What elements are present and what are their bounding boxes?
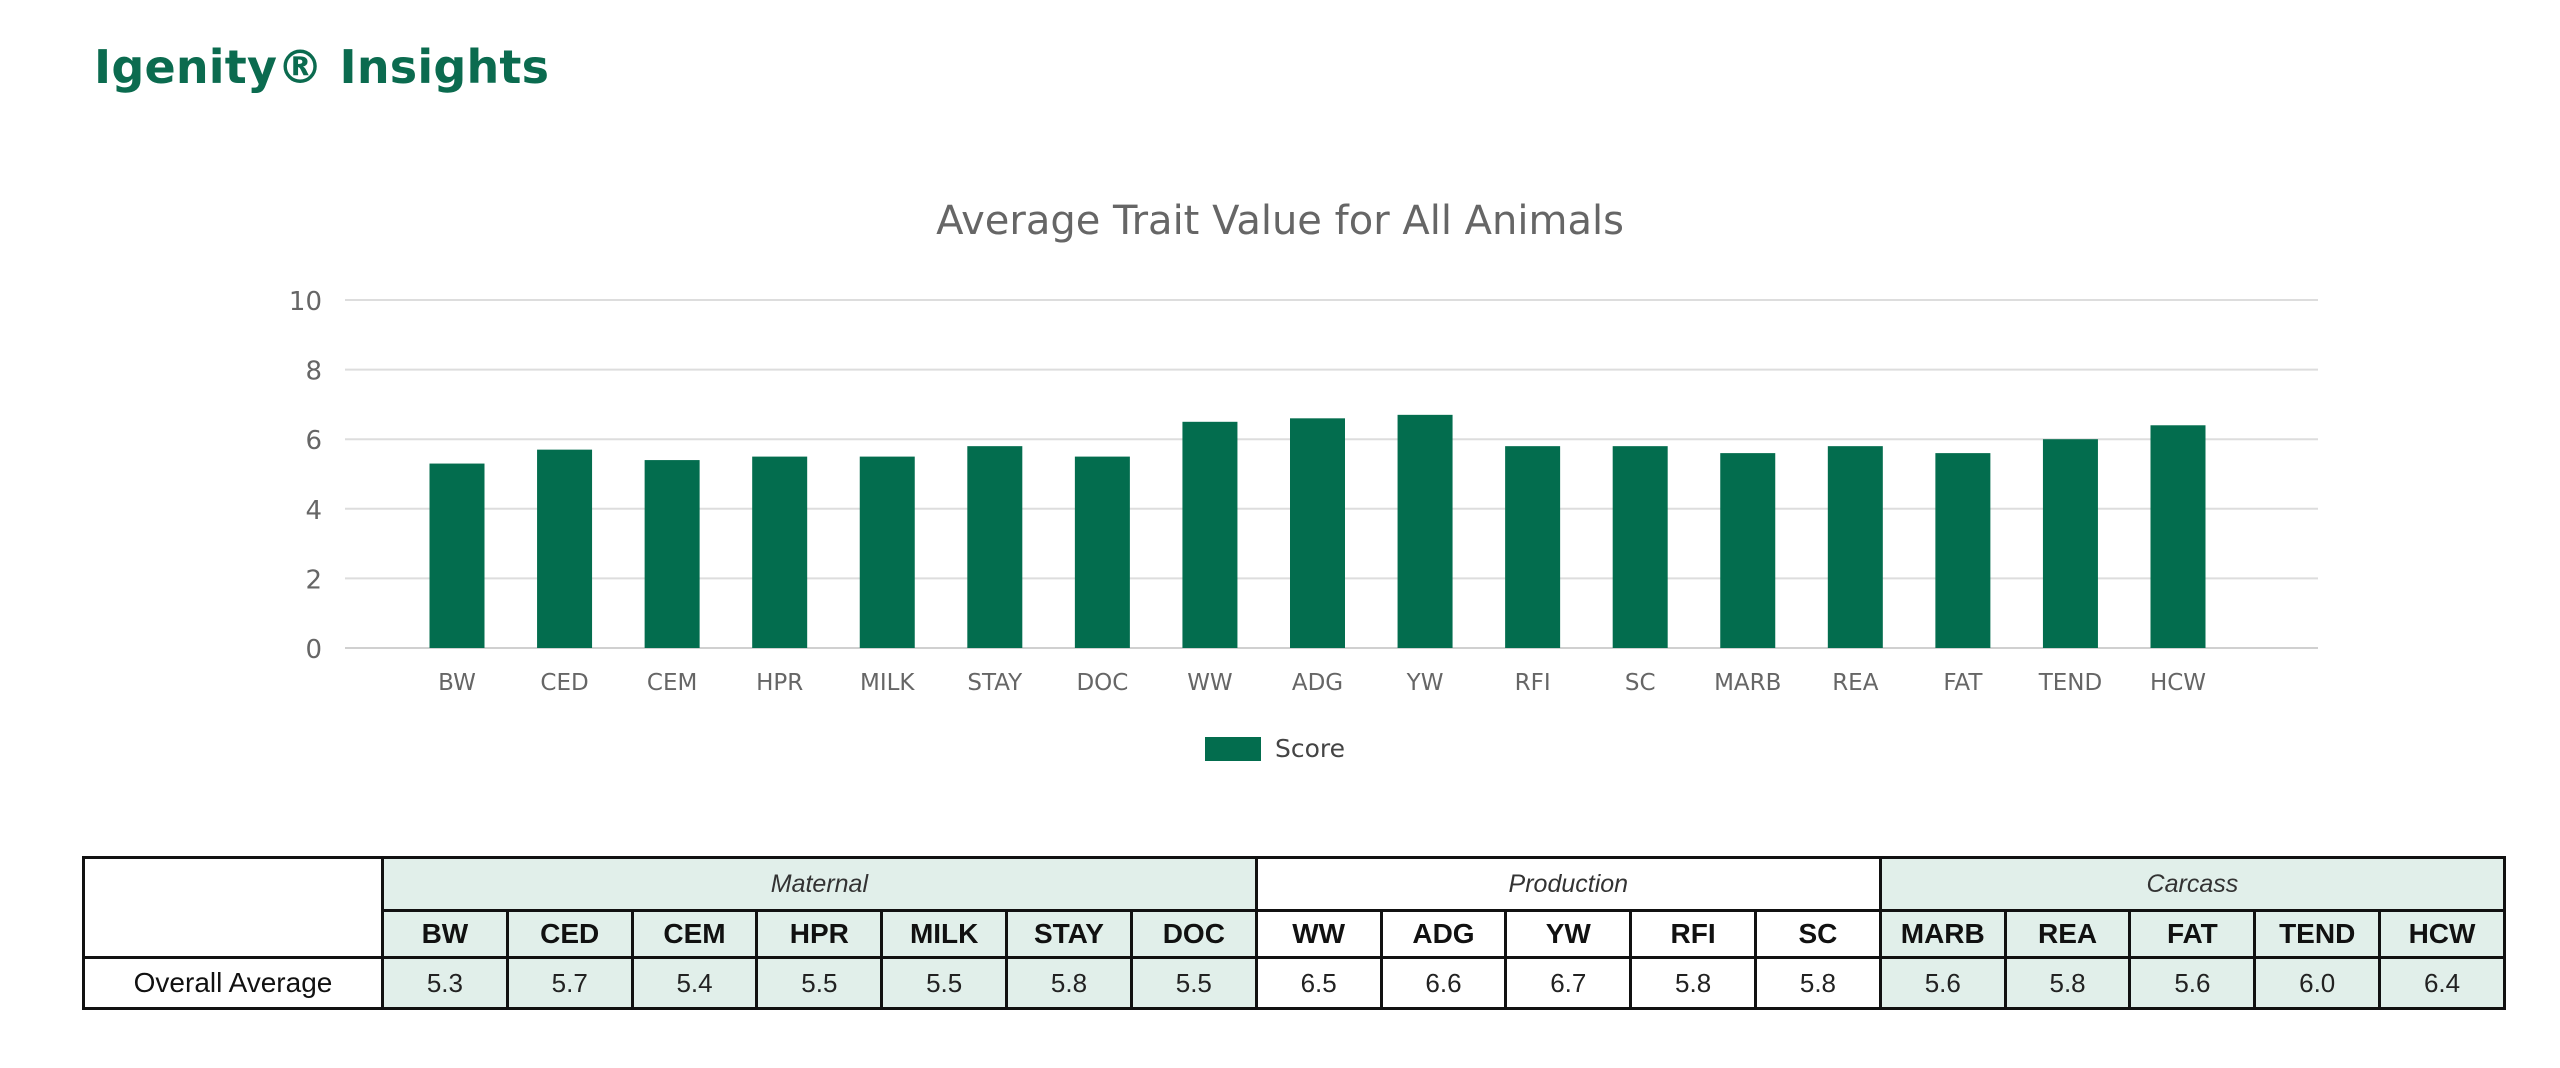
- trait-code-tend: TEND: [2253, 909, 2382, 959]
- trait-value-yw: 6.7: [1504, 956, 1633, 1010]
- x-tick-label: FAT: [1943, 670, 1983, 696]
- trait-code-hcw: HCW: [2378, 909, 2506, 959]
- trait-value-fat: 5.6: [2128, 956, 2257, 1010]
- trait-code-rfi: RFI: [1629, 909, 1758, 959]
- trait-value-hcw: 6.4: [2378, 956, 2506, 1010]
- x-tick-label: HPR: [756, 670, 803, 696]
- chart-legend: Score: [1205, 734, 1345, 763]
- trait-code-ced: CED: [505, 909, 634, 959]
- group-header-production: Production: [1254, 856, 1882, 912]
- x-tick-label: CED: [540, 670, 588, 696]
- chart-title: Average Trait Value for All Animals: [936, 198, 1624, 244]
- trait-value-sc: 5.8: [1754, 956, 1882, 1010]
- bar-sc: [1612, 446, 1668, 648]
- trait-code-milk: MILK: [880, 909, 1009, 959]
- bar-hcw: [2150, 425, 2206, 648]
- bar-ced: [537, 449, 593, 648]
- bar-hpr: [752, 456, 808, 648]
- table-corner-cell: [82, 856, 384, 959]
- legend-swatch: [1205, 737, 1261, 761]
- trait-value-adg: 6.6: [1379, 956, 1508, 1010]
- x-tick-label: CEM: [647, 670, 697, 696]
- x-tick-label: YW: [1406, 670, 1444, 696]
- x-tick-label: RFI: [1515, 670, 1551, 696]
- x-tick-label: REA: [1832, 670, 1879, 696]
- bar-rea: [1827, 446, 1883, 648]
- y-tick-label: 4: [305, 496, 322, 526]
- trait-value-doc: 5.5: [1129, 956, 1258, 1010]
- bar-doc: [1074, 456, 1130, 648]
- y-tick-label: 6: [305, 426, 322, 456]
- x-tick-label: HCW: [2150, 670, 2206, 696]
- trait-value-hpr: 5.5: [755, 956, 884, 1010]
- trait-code-fat: FAT: [2128, 909, 2257, 959]
- trait-value-marb: 5.6: [1878, 956, 2007, 1010]
- bar-fat: [1935, 453, 1991, 648]
- bar-adg: [1290, 418, 1345, 648]
- trait-code-marb: MARB: [1878, 909, 2007, 959]
- bar-cem: [644, 460, 700, 648]
- x-tick-label: ADG: [1292, 670, 1343, 696]
- bar-milk: [859, 456, 915, 648]
- legend-label: Score: [1275, 734, 1345, 763]
- y-tick-label: 0: [305, 635, 322, 665]
- trait-code-sc: SC: [1754, 909, 1882, 959]
- trait-code-doc: DOC: [1129, 909, 1258, 959]
- x-tick-label: BW: [438, 670, 476, 696]
- trait-average-table: Maternal Production Carcass BW CED CEM HPR MIL…: [82, 856, 2506, 1010]
- y-tick-label: 8: [305, 357, 322, 387]
- group-header-carcass: Carcass: [1878, 856, 2506, 912]
- trait-code-adg: ADG: [1379, 909, 1508, 959]
- y-tick-label: 10: [289, 287, 322, 317]
- trait-code-yw: YW: [1504, 909, 1633, 959]
- x-tick-label: TEND: [2038, 670, 2103, 696]
- bar-yw: [1397, 414, 1453, 648]
- x-tick-label: STAY: [967, 670, 1023, 696]
- trait-code-ww: WW: [1254, 909, 1383, 959]
- trait-bar-chart: Average Trait Value for All Animals 0 2 4 6…: [289, 198, 2318, 763]
- row-label: Overall Average: [82, 956, 384, 1010]
- trait-code-stay: STAY: [1005, 909, 1133, 959]
- trait-code-row: BW CED CEM HPR MILK STAY DOC WW ADG YW RFI SC MARB RE…: [84, 909, 2506, 959]
- page-title: Igenity® Insights: [94, 40, 550, 94]
- x-tick-label: MILK: [860, 670, 915, 696]
- x-tick-label: DOC: [1076, 670, 1128, 696]
- trait-value-milk: 5.5: [880, 956, 1009, 1010]
- trait-value-rfi: 5.8: [1629, 956, 1758, 1010]
- trait-value-rea: 5.8: [2003, 956, 2132, 1010]
- trait-value-cem: 5.4: [630, 956, 759, 1010]
- bar-rfi: [1505, 446, 1561, 648]
- x-tick-label: MARB: [1714, 670, 1781, 696]
- trait-code-hpr: HPR: [755, 909, 884, 959]
- trait-value-ced: 5.7: [505, 956, 634, 1010]
- trait-code-bw: BW: [381, 909, 509, 959]
- trait-value-bw: 5.3: [381, 956, 509, 1010]
- bar-stay: [967, 446, 1023, 648]
- bar-bw: [429, 463, 485, 648]
- trait-code-rea: REA: [2003, 909, 2132, 959]
- bar-marb: [1720, 453, 1776, 648]
- bar-tend: [2042, 439, 2098, 648]
- trait-value-ww: 6.5: [1254, 956, 1383, 1010]
- overall-average-row: Overall Average 5.3 5.7 5.4 5.5 5.5 5.8 5.5 6.5 6…: [82, 956, 2506, 1010]
- bar-ww: [1182, 421, 1238, 648]
- y-axis: 0 2 4 6 8 10: [289, 287, 322, 665]
- bar-series: [429, 414, 2206, 648]
- x-tick-label: WW: [1187, 670, 1232, 696]
- trait-group-header-row: Maternal Production Carcass: [82, 856, 2506, 959]
- trait-value-tend: 6.0: [2253, 956, 2382, 1010]
- group-header-maternal: Maternal: [381, 856, 1258, 912]
- x-tick-label: SC: [1625, 670, 1656, 696]
- trait-value-stay: 5.8: [1005, 956, 1133, 1010]
- trait-code-cem: CEM: [630, 909, 759, 959]
- y-tick-label: 2: [305, 565, 322, 595]
- x-axis: BW CED CEM HPR MILK STAY DOC WW ADG YW RFI SC MARB RE…: [438, 670, 2206, 696]
